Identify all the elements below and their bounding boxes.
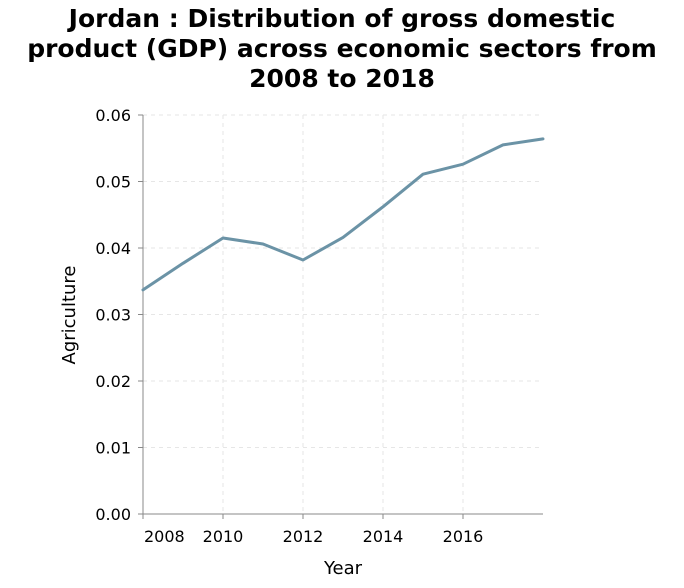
x-tick-label: 2014 bbox=[363, 527, 404, 546]
y-tick-label: 0.05 bbox=[95, 173, 131, 192]
x-tick-label: 2016 bbox=[443, 527, 484, 546]
y-tick-label: 0.04 bbox=[95, 239, 131, 258]
y-tick-label: 0.03 bbox=[95, 306, 131, 325]
y-tick-label: 0.06 bbox=[95, 106, 131, 125]
y-tick-label: 0.00 bbox=[95, 505, 131, 524]
x-tick-labels: 2008 2010 2012 2014 2016 bbox=[144, 527, 483, 546]
x-tick-label: 2012 bbox=[283, 527, 324, 546]
chart-title-line-3: 2008 to 2018 bbox=[249, 64, 435, 93]
grid-lines bbox=[143, 114, 543, 514]
x-tick-label: 2010 bbox=[203, 527, 244, 546]
series-line bbox=[141, 137, 545, 292]
y-axis-title: Agriculture bbox=[59, 266, 80, 365]
y-tick-labels: 0.00 0.01 0.02 0.03 0.04 0.05 0.06 bbox=[95, 106, 131, 524]
y-tick-label: 0.02 bbox=[95, 372, 131, 391]
chart-title-line-1: Jordan : Distribution of gross domestic bbox=[68, 4, 616, 33]
x-tick-label: 2008 bbox=[144, 527, 185, 546]
y-tick-label: 0.01 bbox=[95, 439, 131, 458]
chart-title: Jordan : Distribution of gross domestic … bbox=[0, 4, 684, 94]
chart-title-line-2: product (GDP) across economic sectors fr… bbox=[27, 34, 657, 63]
series-lines bbox=[141, 137, 545, 292]
x-axis-title: Year bbox=[323, 558, 363, 579]
axes bbox=[138, 114, 543, 519]
